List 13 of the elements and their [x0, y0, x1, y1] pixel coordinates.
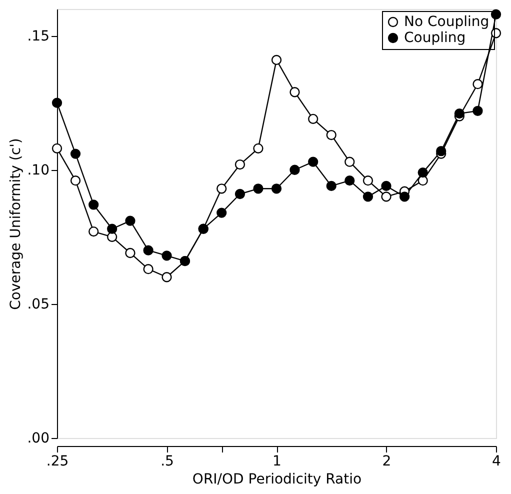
x-tick-label: .25	[46, 454, 69, 470]
x-axis-title: ORI/OD Periodicity Ratio	[192, 472, 362, 488]
x-tick-label: .5	[160, 454, 174, 470]
x-tick-label: 1	[272, 454, 282, 470]
x-tick-label: 4	[492, 454, 502, 470]
x-tick-label: 2	[382, 454, 392, 470]
y-tick-label: .15	[27, 28, 50, 44]
legend-label: No Coupling	[404, 14, 490, 30]
y-tick-label: .00	[27, 430, 50, 446]
y-tick-label: .10	[27, 162, 50, 178]
y-tick-label: .05	[27, 296, 50, 312]
legend-label: Coupling	[404, 30, 466, 46]
y-axis-title: Coverage Uniformity (c')	[8, 138, 24, 310]
